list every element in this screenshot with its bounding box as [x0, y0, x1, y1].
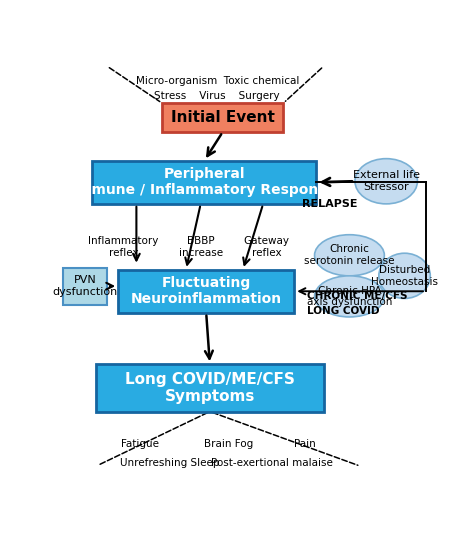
Text: PVN
dysfunction: PVN dysfunction: [52, 276, 118, 297]
Text: Inflammatory
reflex: Inflammatory reflex: [88, 236, 159, 258]
Ellipse shape: [315, 235, 384, 276]
Text: RELAPSE: RELAPSE: [301, 199, 357, 209]
Text: Initial Event: Initial Event: [171, 110, 274, 125]
Text: Micro-organism  Toxic chemical: Micro-organism Toxic chemical: [136, 75, 299, 85]
Text: Long COVID/ME/CFS
Symptoms: Long COVID/ME/CFS Symptoms: [125, 372, 295, 404]
Ellipse shape: [315, 276, 384, 317]
Text: Disturbed
Homeostasis: Disturbed Homeostasis: [371, 265, 438, 287]
FancyBboxPatch shape: [96, 364, 324, 412]
Text: External life
Stressor: External life Stressor: [353, 170, 419, 192]
Text: Brain Fog: Brain Fog: [204, 439, 253, 450]
FancyBboxPatch shape: [162, 103, 283, 132]
Ellipse shape: [379, 253, 430, 299]
Text: Unrefreshing Sleep: Unrefreshing Sleep: [120, 458, 219, 468]
FancyBboxPatch shape: [92, 161, 316, 204]
Text: Pain: Pain: [294, 439, 316, 450]
Text: LONG COVID: LONG COVID: [307, 306, 380, 316]
Text: Gateway
reflex: Gateway reflex: [244, 236, 290, 258]
Ellipse shape: [355, 159, 418, 204]
Text: Chronic
serotonin release: Chronic serotonin release: [304, 245, 395, 266]
Text: Post-exertional malaise: Post-exertional malaise: [211, 458, 333, 468]
FancyBboxPatch shape: [63, 268, 107, 304]
Text: Fluctuating
Neuroinflammation: Fluctuating Neuroinflammation: [131, 276, 282, 307]
Text: CHRONIC ME/CFS: CHRONIC ME/CFS: [307, 292, 408, 301]
Text: Peripheral
Immune / Inflammatory Response: Peripheral Immune / Inflammatory Respons…: [73, 167, 337, 198]
Text: Chronic HPA
axis dysfunction: Chronic HPA axis dysfunction: [307, 286, 392, 307]
FancyBboxPatch shape: [118, 270, 294, 313]
Text: BBBP
increase: BBBP increase: [179, 236, 223, 258]
Text: Fatigue: Fatigue: [121, 439, 159, 450]
Text: Stress    Virus    Surgery: Stress Virus Surgery: [155, 91, 280, 101]
